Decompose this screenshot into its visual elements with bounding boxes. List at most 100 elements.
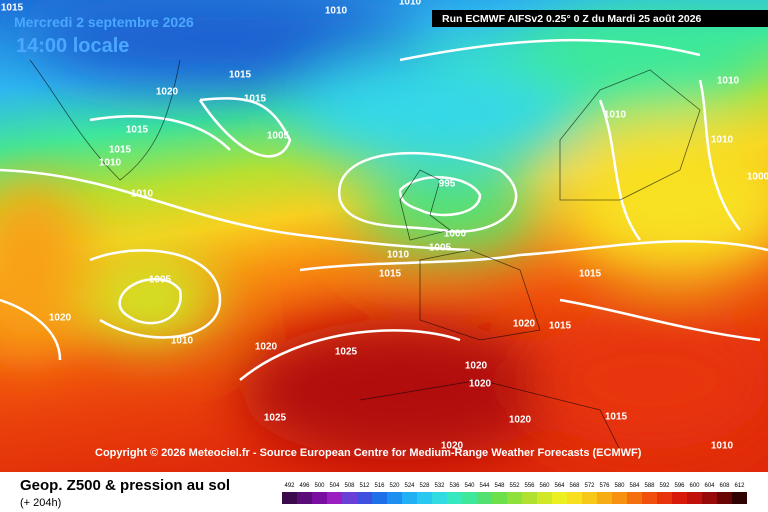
legend-label: 572 bbox=[584, 483, 595, 489]
legend-label: 556 bbox=[524, 483, 535, 489]
legend-swatch bbox=[417, 492, 432, 504]
legend-swatch bbox=[477, 492, 492, 504]
legend-swatch bbox=[672, 492, 687, 504]
isobar-label: 1020 bbox=[465, 361, 488, 372]
legend-label: 612 bbox=[734, 483, 745, 489]
legend-label: 500 bbox=[314, 483, 325, 489]
legend-label: 592 bbox=[659, 483, 670, 489]
color-legend: 492 496 500 504 508 512 516 520 524 528 532 536 540 5… bbox=[282, 483, 747, 504]
isobar-label: 1015 bbox=[244, 94, 267, 105]
field-blobs bbox=[0, 0, 768, 460]
legend-swatch bbox=[432, 492, 447, 504]
legend-swatch bbox=[657, 492, 672, 504]
isobar-label: 1015 bbox=[229, 70, 252, 81]
legend-swatch bbox=[567, 492, 582, 504]
legend-label: 516 bbox=[374, 483, 385, 489]
run-box bbox=[432, 10, 768, 27]
isobar-label: 1010 bbox=[711, 441, 734, 452]
legend-label: 524 bbox=[404, 483, 415, 489]
legend-swatch bbox=[357, 492, 372, 504]
legend-swatch bbox=[282, 492, 297, 504]
legend-swatch bbox=[402, 492, 417, 504]
isobar-label: 1025 bbox=[335, 347, 358, 358]
isobar-label: 1010 bbox=[717, 76, 740, 87]
legend-swatch bbox=[522, 492, 537, 504]
isobar-label: 1020 bbox=[255, 342, 278, 353]
legend-label: 580 bbox=[614, 483, 625, 489]
forecast-time: 14:00 locale bbox=[16, 35, 129, 57]
isobar-label: 1020 bbox=[156, 87, 179, 98]
isobar-label: 1020 bbox=[441, 441, 464, 452]
isobar-label: 1020 bbox=[469, 379, 492, 390]
legend-label: 520 bbox=[389, 483, 400, 489]
isobar-label: 1020 bbox=[509, 415, 532, 426]
isobar-label: 1015 bbox=[126, 125, 149, 136]
legend-label: 604 bbox=[704, 483, 715, 489]
legend-swatch bbox=[597, 492, 612, 504]
legend-swatch bbox=[582, 492, 597, 504]
legend-label: 560 bbox=[539, 483, 550, 489]
legend-label: 532 bbox=[434, 483, 445, 489]
legend-label: 512 bbox=[359, 483, 370, 489]
isobar-label: 1015 bbox=[1, 3, 24, 14]
isobar-label: 1010 bbox=[387, 250, 410, 261]
isobar-label: 1015 bbox=[109, 145, 132, 156]
isobar-label: 1015 bbox=[379, 269, 402, 280]
legend-label: 584 bbox=[629, 483, 640, 489]
footer-title: Geop. Z500 & pression au sol bbox=[20, 477, 230, 494]
legend-label: 568 bbox=[569, 483, 580, 489]
forecast-date: Mercredi 2 septembre 2026 bbox=[14, 14, 194, 30]
isobar-label: 1010 bbox=[711, 135, 734, 146]
legend-swatch bbox=[702, 492, 717, 504]
isobar-label: 1015 bbox=[605, 412, 628, 423]
legend-label: 564 bbox=[554, 483, 565, 489]
legend-label: 504 bbox=[329, 483, 340, 489]
run-info: Run ECMWF AIFSv2 0.25° 0 Z du Mardi 25 a… bbox=[442, 13, 702, 25]
legend-swatch bbox=[687, 492, 702, 504]
isobar-label: 995 bbox=[439, 179, 456, 190]
isobar-label: 1005 bbox=[429, 243, 452, 254]
legend-swatch bbox=[552, 492, 567, 504]
isobar-label: 1010 bbox=[325, 6, 348, 17]
isobar-label: 1020 bbox=[49, 313, 72, 324]
isobar-label: 1000 bbox=[747, 172, 768, 183]
legend-swatch bbox=[537, 492, 552, 504]
isobar-label: 1010 bbox=[604, 110, 627, 121]
legend-label: 544 bbox=[479, 483, 490, 489]
coastlines bbox=[29, 59, 701, 451]
legend-label: 596 bbox=[674, 483, 685, 489]
copyright: Copyright © 2026 Meteociel.fr - Source E… bbox=[95, 447, 642, 459]
legend-label: 552 bbox=[509, 483, 520, 489]
legend-swatch bbox=[312, 492, 327, 504]
legend-swatch bbox=[627, 492, 642, 504]
legend-swatch bbox=[387, 492, 402, 504]
isobar-labels: 1015 1010 1010 1015 1015 1020 1015 1005 1015 1010… bbox=[1, 0, 768, 452]
legend-swatch bbox=[642, 492, 657, 504]
legend-swatch bbox=[717, 492, 732, 504]
legend-label: 528 bbox=[419, 483, 430, 489]
legend-swatch bbox=[492, 492, 507, 504]
legend-label: 540 bbox=[464, 483, 475, 489]
legend-swatch bbox=[342, 492, 357, 504]
legend-swatch bbox=[612, 492, 627, 504]
legend-swatch bbox=[372, 492, 387, 504]
isobar-label: 1005 bbox=[267, 131, 290, 142]
legend-label: 508 bbox=[344, 483, 355, 489]
isobar-label: 1015 bbox=[579, 269, 602, 280]
legend-label: 608 bbox=[719, 483, 730, 489]
legend-label: 548 bbox=[494, 483, 505, 489]
legend-swatch bbox=[327, 492, 342, 504]
legend-swatch bbox=[507, 492, 522, 504]
isobar-lines bbox=[0, 38, 768, 381]
legend-label: 576 bbox=[599, 483, 610, 489]
legend-swatch bbox=[447, 492, 462, 504]
legend-swatch bbox=[732, 492, 747, 504]
isobar-label: 1015 bbox=[549, 321, 572, 332]
legend-label: 496 bbox=[299, 483, 310, 489]
isobar-label: 1010 bbox=[131, 189, 154, 200]
legend-label: 588 bbox=[644, 483, 655, 489]
legend-swatch bbox=[297, 492, 312, 504]
legend-label: 536 bbox=[449, 483, 460, 489]
isobar-label: 1010 bbox=[399, 0, 422, 8]
